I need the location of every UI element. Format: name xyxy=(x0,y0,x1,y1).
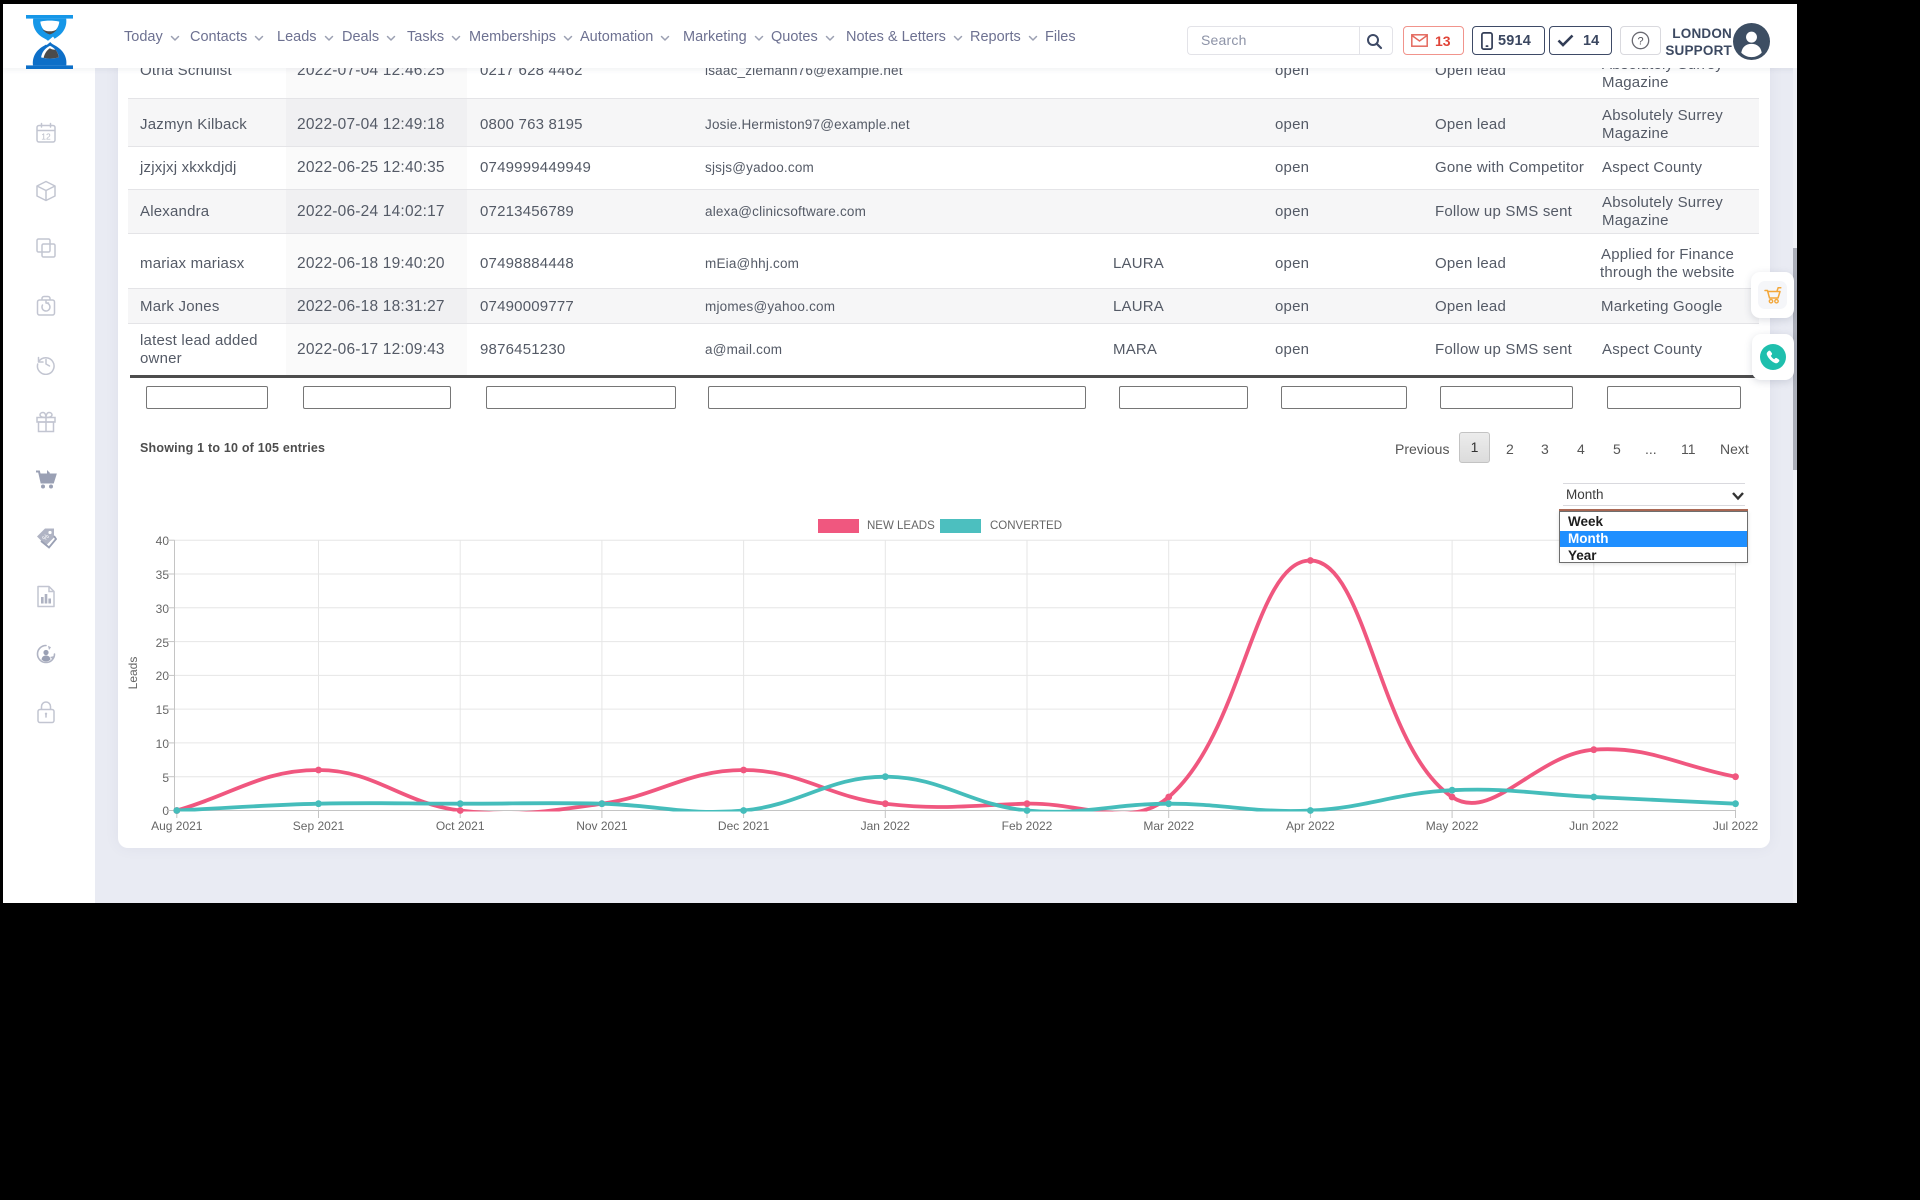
svg-text:%: % xyxy=(42,533,51,542)
svg-text:12: 12 xyxy=(41,132,51,142)
svg-text:?: ? xyxy=(1637,35,1643,47)
